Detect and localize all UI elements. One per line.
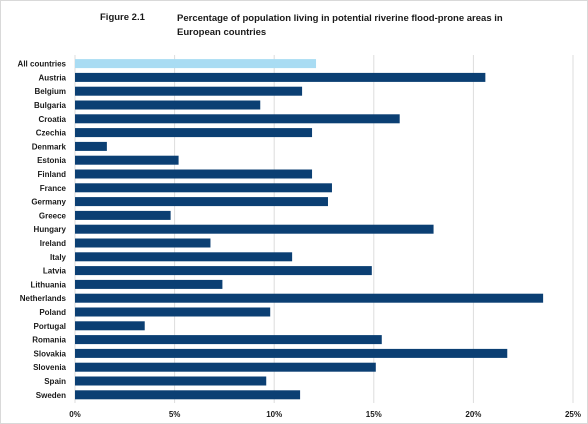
bar-ireland	[75, 238, 211, 248]
category-label: Greece	[39, 211, 67, 220]
bar-germany	[75, 197, 328, 207]
bar-romania	[75, 335, 382, 345]
bar-italy	[75, 252, 293, 262]
category-label: Portugal	[34, 322, 66, 331]
x-tick-label: 15%	[366, 410, 382, 419]
category-label: Finland	[38, 170, 67, 179]
category-label: Ireland	[40, 239, 66, 248]
category-label: Poland	[39, 308, 66, 317]
bar-denmark	[75, 141, 107, 151]
bar-portugal	[75, 321, 145, 331]
bar-estonia	[75, 155, 179, 165]
bar-czechia	[75, 128, 313, 138]
bar-poland	[75, 307, 271, 317]
category-label: Slovenia	[33, 363, 66, 372]
category-label: Belgium	[34, 87, 66, 96]
category-label: Romania	[32, 336, 66, 345]
category-labels: All countries Austria Belgium Bulgaria Croat…	[18, 60, 67, 400]
category-label: Denmark	[32, 142, 67, 151]
figure-title: Percentage of population living in poten…	[177, 13, 503, 38]
category-label: Latvia	[43, 267, 67, 276]
category-label: Spain	[44, 377, 66, 386]
category-label: Estonia	[37, 156, 66, 165]
bar-austria	[75, 72, 486, 82]
category-label: Italy	[50, 253, 67, 262]
x-tick-label: 20%	[465, 410, 481, 419]
figure-number: Figure 2.1	[100, 12, 145, 23]
x-axis-tick-labels: 0% 5% 10% 15% 20% 25%	[69, 410, 581, 419]
bar-netherlands	[75, 293, 544, 303]
bar-greece	[75, 210, 171, 220]
category-label: Croatia	[38, 115, 66, 124]
category-label: All countries	[18, 60, 67, 69]
category-label: Austria	[38, 73, 66, 82]
bar-hungary	[75, 224, 434, 234]
category-label: Lithuania	[30, 280, 66, 289]
x-tick-label: 0%	[69, 410, 81, 419]
x-tick-label: 5%	[169, 410, 181, 419]
bar-all-countries	[75, 59, 317, 69]
category-label: Bulgaria	[34, 101, 67, 110]
bar-bulgaria	[75, 100, 261, 110]
bar-france	[75, 183, 332, 193]
bar-lithuania	[75, 279, 223, 289]
bar-finland	[75, 169, 313, 179]
x-tick-label: 10%	[266, 410, 282, 419]
bar-latvia	[75, 266, 372, 276]
bar-spain	[75, 376, 267, 386]
bars	[75, 59, 544, 400]
category-label: Slovakia	[34, 349, 67, 358]
bar-belgium	[75, 86, 303, 96]
bar-croatia	[75, 114, 400, 124]
bar-slovakia	[75, 348, 508, 358]
category-label: Hungary	[34, 225, 67, 234]
bar-sweden	[75, 390, 301, 400]
x-tick-label: 25%	[565, 410, 581, 419]
category-label: Germany	[31, 198, 66, 207]
category-label: Czechia	[36, 129, 67, 138]
category-label: Netherlands	[20, 294, 67, 303]
category-label: Sweden	[36, 391, 66, 400]
bar-slovenia	[75, 362, 376, 372]
category-label: France	[40, 184, 67, 193]
